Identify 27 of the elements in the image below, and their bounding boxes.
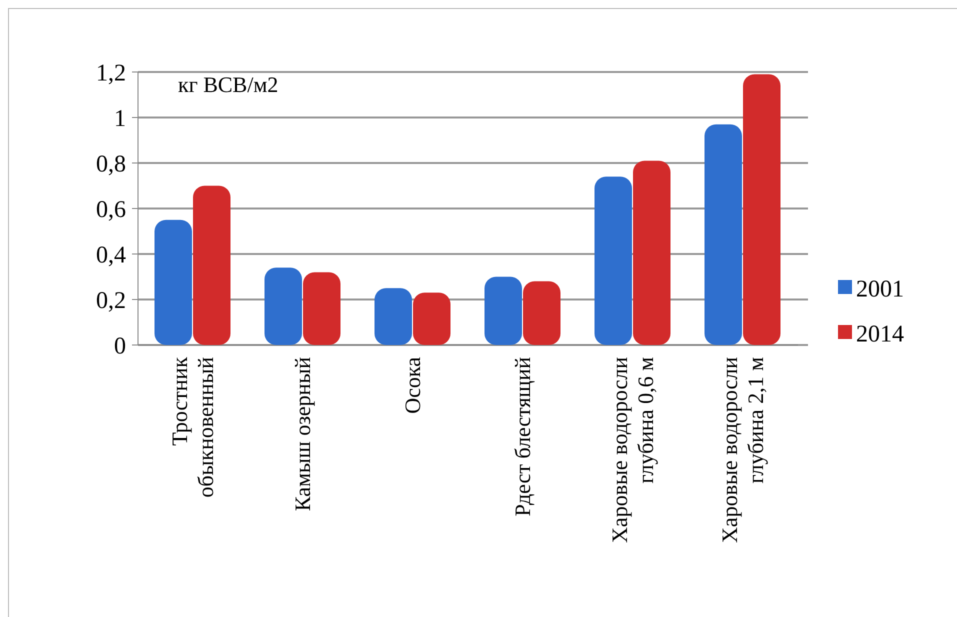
x-tick-label: Камыш озерный: [290, 356, 315, 512]
bar: [704, 124, 742, 345]
bar: [413, 292, 450, 345]
y-tick-label: 0,4: [96, 242, 126, 268]
x-tick-label: Харовые водоросли глубина 0,6 м: [607, 356, 658, 543]
bar: [374, 288, 412, 345]
y-axis-title: кг ВСВ/м2: [178, 72, 278, 97]
legend-label: 2014: [856, 321, 904, 348]
y-tick-label: 0,2: [96, 288, 126, 314]
bar: [303, 272, 340, 345]
bar: [154, 220, 192, 345]
y-tick-label: 0: [114, 333, 126, 360]
bar: [594, 176, 632, 345]
bar: [264, 268, 302, 345]
y-tick-label: 0,6: [96, 196, 126, 223]
bar: [193, 186, 230, 345]
bar: [743, 74, 780, 345]
x-tick-label: Тростник обыкновенный: [167, 356, 218, 498]
bar: [523, 281, 560, 345]
y-tick-label: 1,2: [96, 60, 126, 86]
y-tick-label: 0,8: [96, 151, 126, 178]
bar: [633, 160, 670, 345]
x-tick-label: Осока: [400, 356, 425, 414]
legend-label: 2001: [856, 276, 904, 302]
x-tick-label: Рдест блестящий: [510, 356, 535, 516]
y-tick-label: 1: [114, 106, 126, 132]
bar: [484, 276, 522, 345]
